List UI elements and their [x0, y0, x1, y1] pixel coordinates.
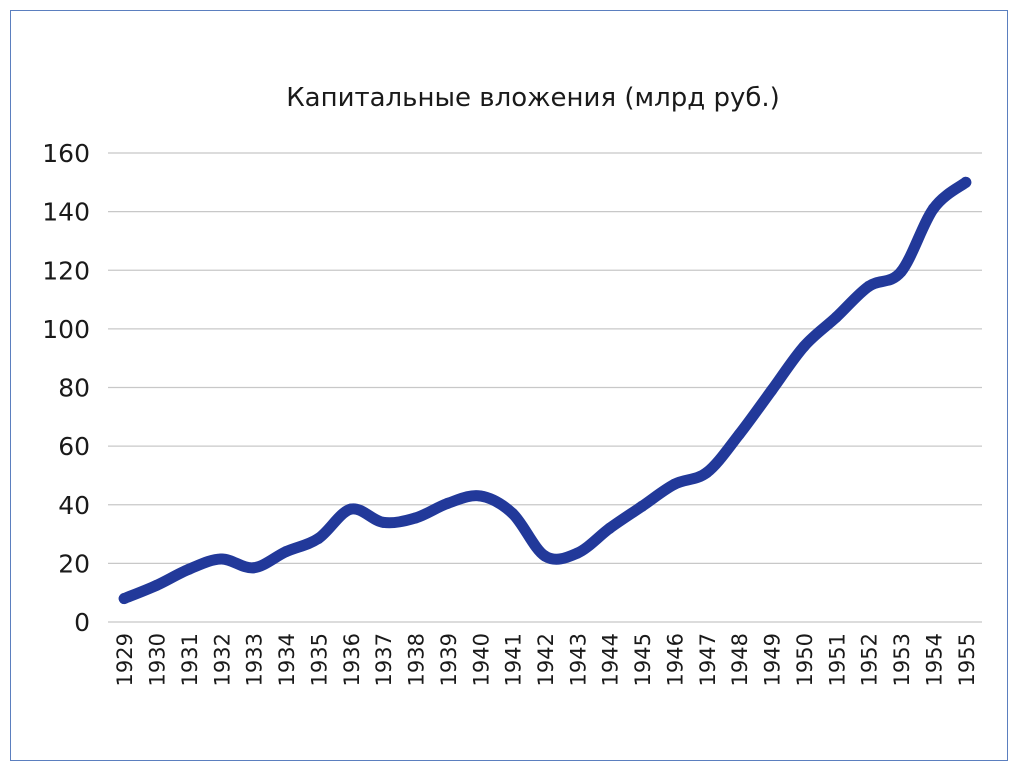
- data-point-1949: [766, 384, 778, 396]
- data-point-1932: [215, 553, 227, 565]
- data-point-1942: [539, 550, 551, 562]
- y-tick-label: 40: [58, 491, 90, 520]
- y-axis-ticks: 0 20 40 60 80 100 120 140 160: [42, 139, 90, 637]
- y-tick-label: 0: [74, 608, 90, 637]
- data-point-1947: [701, 467, 713, 479]
- x-tick-label: 1934: [275, 633, 299, 686]
- data-point-1930: [151, 579, 163, 591]
- x-tick-label: 1952: [858, 633, 882, 686]
- data-point-1953: [895, 266, 907, 278]
- x-tick-label: 1931: [178, 633, 202, 686]
- x-tick-label: 1944: [599, 633, 623, 686]
- x-tick-label: 1945: [631, 633, 655, 686]
- x-tick-label: 1932: [210, 633, 234, 686]
- x-tick-label: 1946: [663, 633, 687, 686]
- series-line-0: [118, 176, 972, 605]
- chart-title: Капитальные вложения (млрд руб.): [286, 83, 780, 113]
- y-tick-label: 20: [58, 549, 90, 578]
- x-tick-label: 1948: [728, 633, 752, 686]
- data-point-1937: [377, 516, 389, 528]
- x-tick-label: 1933: [243, 633, 267, 686]
- y-tick-label: 120: [42, 256, 90, 285]
- x-tick-label: 1942: [534, 633, 558, 686]
- data-point-1955: [960, 176, 972, 188]
- x-tick-label: 1937: [372, 633, 396, 686]
- x-tick-label: 1955: [955, 633, 979, 686]
- data-point-1948: [733, 428, 745, 440]
- data-point-1933: [248, 562, 260, 574]
- y-tick-label: 140: [42, 198, 90, 227]
- data-point-1929: [118, 593, 130, 605]
- data-point-1950: [798, 340, 810, 352]
- data-point-1935: [312, 532, 324, 544]
- data-point-1934: [280, 546, 292, 558]
- x-tick-label: 1954: [922, 633, 946, 686]
- x-tick-label: 1953: [890, 633, 914, 686]
- series-lines: [118, 176, 972, 605]
- x-tick-label: 1949: [761, 633, 785, 686]
- data-point-1952: [863, 280, 875, 292]
- x-tick-label: 1939: [437, 633, 461, 686]
- y-tick-label: 160: [42, 139, 90, 168]
- chart-frame: [10, 10, 1008, 761]
- data-point-1945: [636, 500, 648, 512]
- x-tick-label: 1943: [566, 633, 590, 686]
- x-tick-label: 1947: [696, 633, 720, 686]
- x-tick-label: 1940: [469, 633, 493, 686]
- x-tick-label: 1930: [146, 633, 170, 686]
- data-point-1940: [474, 490, 486, 502]
- y-tick-label: 60: [58, 432, 90, 461]
- x-tick-label: 1938: [405, 633, 429, 686]
- x-tick-label: 1950: [793, 633, 817, 686]
- data-point-1951: [830, 311, 842, 323]
- data-point-1954: [927, 203, 939, 215]
- x-tick-label: 1936: [340, 633, 364, 686]
- data-point-1931: [183, 563, 195, 575]
- x-tick-label: 1935: [307, 633, 331, 686]
- data-point-1936: [345, 503, 357, 515]
- x-tick-label: 1941: [502, 633, 526, 686]
- x-tick-label: 1951: [825, 633, 849, 686]
- y-tick-label: 100: [42, 315, 90, 344]
- x-tick-label: 1929: [113, 633, 137, 686]
- data-point-1946: [668, 478, 680, 490]
- x-axis-ticks: 1929 1930 1931 1932 1933 1934 1935 1936 1937 1938…: [113, 633, 979, 686]
- y-tick-label: 80: [58, 374, 90, 403]
- data-point-1939: [442, 497, 454, 509]
- data-point-1938: [410, 512, 422, 524]
- data-point-1943: [571, 547, 583, 559]
- data-point-1941: [507, 508, 519, 520]
- data-point-1944: [604, 522, 616, 534]
